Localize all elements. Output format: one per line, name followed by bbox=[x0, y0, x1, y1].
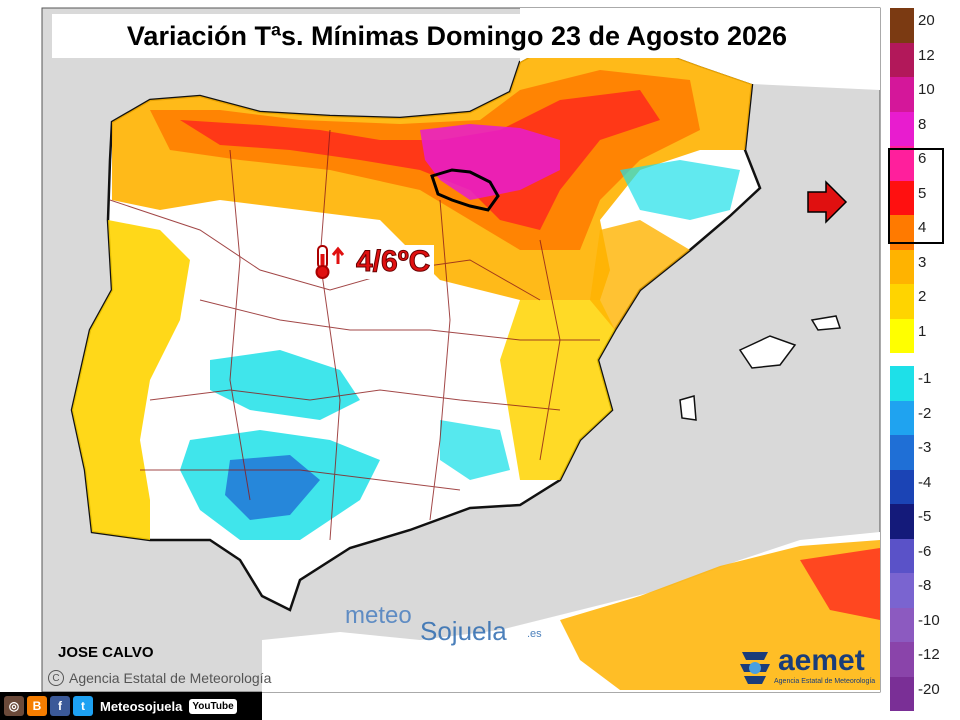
agency-credit: C Agencia Estatal de Meteorología bbox=[48, 670, 271, 686]
cool-zone-la-mancha bbox=[440, 420, 510, 480]
legend-label--8: -8 bbox=[918, 577, 932, 594]
legend-highlight-box bbox=[888, 148, 944, 244]
legend-swatch--2 bbox=[890, 400, 914, 435]
legend-swatch-8 bbox=[890, 111, 914, 146]
legend-label-6: 6 bbox=[918, 150, 927, 167]
agency-credit-text: Agencia Estatal de Meteorología bbox=[69, 670, 272, 686]
watermark-part1: meteo bbox=[345, 602, 412, 629]
legend-label--6: -6 bbox=[918, 542, 932, 560]
legend-label--1: -1 bbox=[918, 370, 932, 387]
legend-label--20: -20 bbox=[918, 680, 940, 698]
temperature-range: 4/6ºC bbox=[352, 245, 435, 279]
legend-label-4: 4 bbox=[918, 219, 927, 236]
legend-swatch-12 bbox=[890, 42, 914, 77]
legend-swatch--1 bbox=[890, 366, 914, 401]
legend-swatch--12 bbox=[890, 642, 914, 677]
aemet-logo: aemet Agencia Estatal de Meteorología bbox=[738, 644, 878, 690]
warm-zone-africa bbox=[560, 540, 880, 690]
legend-label--12: -12 bbox=[918, 646, 940, 663]
instagram-icon[interactable]: ◎ bbox=[4, 696, 24, 716]
legend-label-2: 2 bbox=[918, 288, 927, 305]
legend-label--3: -3 bbox=[918, 439, 932, 456]
twitter-icon[interactable]: t bbox=[73, 696, 93, 716]
legend-swatch-20 bbox=[890, 8, 914, 43]
legend-swatch--20 bbox=[890, 676, 914, 711]
legend-swatch--3 bbox=[890, 435, 914, 470]
warm-zone-west bbox=[72, 220, 190, 540]
meteosojuela-watermark: meteo Sojuela .es bbox=[345, 602, 542, 646]
legend-label--2: -2 bbox=[918, 404, 932, 422]
cool-zone-ne bbox=[620, 160, 740, 220]
facebook-icon[interactable]: f bbox=[50, 696, 70, 716]
very-hot-zone-north bbox=[180, 90, 660, 230]
youtube-button[interactable]: YouTube bbox=[189, 698, 237, 714]
legend-label--4: -4 bbox=[918, 473, 932, 491]
social-bar: ◎ B f t Meteosojuela YouTube bbox=[0, 692, 262, 720]
legend-label-1: 1 bbox=[918, 322, 927, 340]
warm-zone-east bbox=[500, 300, 615, 480]
legend-label-12: 12 bbox=[918, 46, 935, 64]
map-title: Variación Tªs. Mínimas Domingo 23 de Ago… bbox=[52, 14, 862, 58]
legend-swatch--5 bbox=[890, 504, 914, 539]
legend-swatch-1 bbox=[890, 318, 914, 353]
legend-label--5: -5 bbox=[918, 508, 932, 525]
magenta-zone-rioja bbox=[420, 124, 560, 200]
legend-swatch--6 bbox=[890, 538, 914, 573]
legend-swatch-2 bbox=[890, 284, 914, 319]
cool-zone-center bbox=[210, 350, 360, 420]
watermark-suffix: .es bbox=[527, 628, 542, 640]
watermark-part2: Sojuela bbox=[420, 616, 507, 646]
aemet-wordmark: aemet bbox=[778, 644, 865, 677]
legend-label--10: -10 bbox=[918, 611, 940, 629]
aemet-emblem-icon bbox=[740, 652, 770, 684]
legend-label-20: 20 bbox=[918, 12, 935, 29]
aemet-subtitle: Agencia Estatal de Meteorología bbox=[774, 678, 876, 685]
legend-swatch--10 bbox=[890, 607, 914, 642]
warm-zone-levante bbox=[590, 220, 690, 330]
legend-label-3: 3 bbox=[918, 253, 927, 271]
legend-swatch-10 bbox=[890, 77, 914, 112]
colder-zone-south bbox=[225, 455, 320, 520]
color-legend: 20 12 10 8 6 5 4 3 2 1 -1 -2 -3 -4 -5 -6 -8 -10 -12 -20 bbox=[886, 4, 960, 711]
legend-swatch--8 bbox=[890, 573, 914, 608]
copyright-icon: C bbox=[48, 670, 64, 686]
legend-label-8: 8 bbox=[918, 115, 927, 133]
hot-zone-africa bbox=[800, 548, 880, 620]
social-handle[interactable]: Meteosojuela bbox=[100, 698, 183, 714]
legend-swatch--4 bbox=[890, 469, 914, 504]
balearic-islands bbox=[679, 315, 842, 421]
blogger-icon[interactable]: B bbox=[27, 696, 47, 716]
legend-swatch-3 bbox=[890, 249, 914, 284]
la-rioja-outline bbox=[430, 168, 500, 212]
author-credit: JOSE CALVO bbox=[58, 644, 154, 661]
legend-label-10: 10 bbox=[918, 81, 935, 98]
temperature-callout: 4/6ºC bbox=[312, 244, 435, 280]
legend-swatch-6 bbox=[890, 146, 914, 181]
pointer-arrow-icon bbox=[807, 180, 848, 224]
legend-label-5: 5 bbox=[918, 184, 927, 202]
thermometer-up-icon bbox=[315, 245, 345, 279]
legend-swatch-5 bbox=[890, 180, 914, 215]
